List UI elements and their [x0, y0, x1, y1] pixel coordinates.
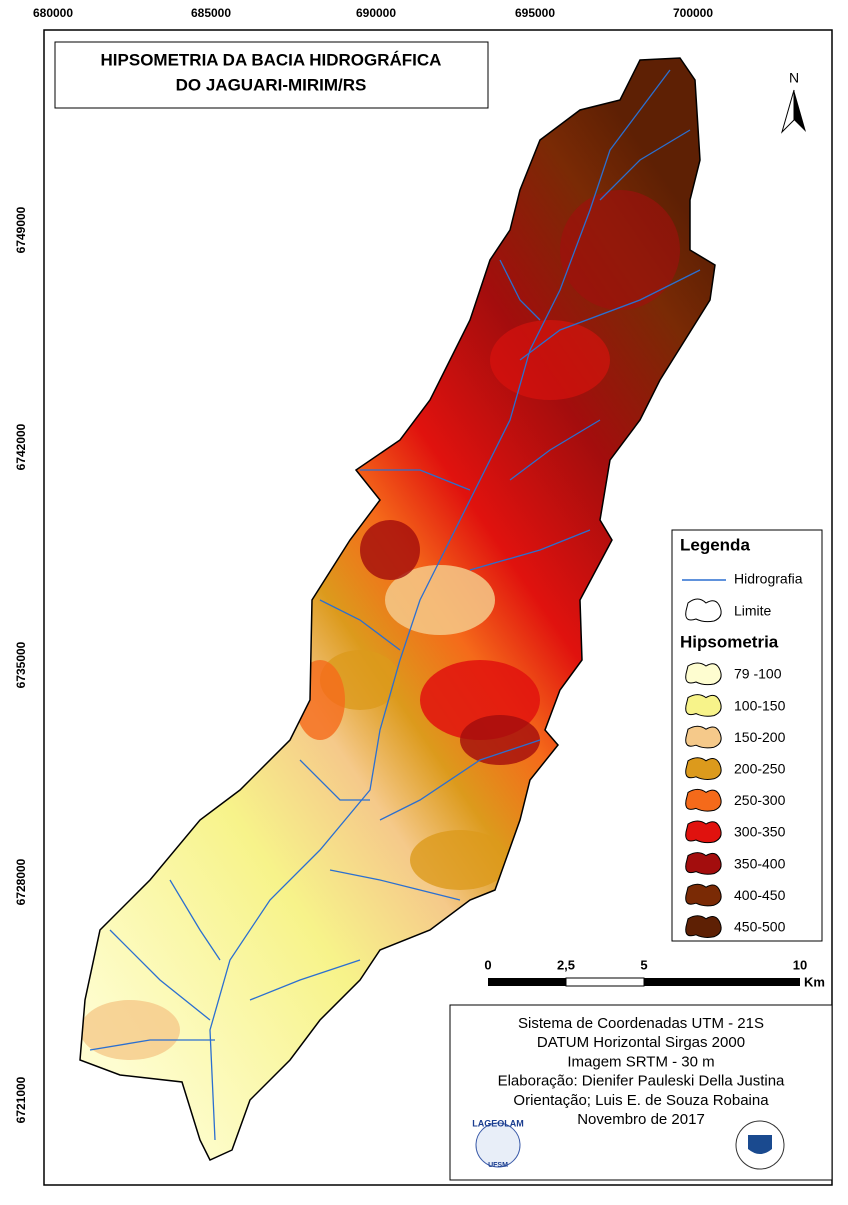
logo-text: UFSM	[488, 1162, 508, 1169]
legend-swatch	[685, 883, 722, 907]
credit-line: Novembro de 2017	[577, 1111, 705, 1128]
legend-label: 150-200	[734, 729, 786, 745]
y-coordinate: 6749000	[14, 206, 28, 253]
logo-left: LAGEOLAM UFSM	[472, 1118, 524, 1168]
legend-label: 350-400	[734, 855, 786, 871]
scale-unit: Km	[804, 974, 825, 989]
scale-label: 2,5	[557, 957, 575, 972]
legend-swatch	[685, 820, 722, 844]
map-frame	[43, 29, 833, 1186]
credit-line: Orientação; Luis E. de Souza Robaina	[513, 1092, 769, 1109]
legend-swatch	[685, 694, 722, 717]
legend-swatch	[685, 662, 722, 686]
hydrography	[89, 69, 701, 1141]
legend-swatch	[685, 757, 722, 780]
legend-label: 200-250	[734, 761, 786, 777]
x-coordinate: 690000	[356, 6, 396, 20]
credits: Sistema de Coordenadas UTM - 21S DATUM Ho…	[498, 1015, 785, 1128]
coordinates: 680000 685000 690000 695000 700000 6749000 674…	[14, 6, 713, 1123]
scale-bar: 0 2,5 5 10 Km	[484, 957, 825, 989]
legend-label: Hidrografia	[734, 571, 803, 587]
y-coordinate: 6735000	[14, 641, 28, 688]
title-box	[54, 41, 489, 109]
logo-right	[735, 1120, 785, 1170]
north-arrow: N	[780, 70, 806, 134]
scale-label: 10	[793, 957, 807, 972]
legend-classes: 79 -100 100-150 150-200 200-250 250-300 300-3…	[685, 662, 786, 938]
logo-text: LAGEOLAM	[472, 1118, 524, 1128]
north-label: N	[789, 70, 799, 86]
credit-line: Elaboração: Dienifer Pauleski Della Just…	[498, 1073, 785, 1090]
legend-label: 79 -100	[734, 666, 782, 682]
legend-label: Limite	[734, 603, 772, 619]
title: HIPSOMETRIA DA BACIA HIDROGRÁFICA	[101, 50, 442, 69]
legend-swatch	[685, 788, 722, 812]
title: DO JAGUARI-MIRIM/RS	[176, 75, 367, 94]
legend-boundary-swatch	[685, 598, 722, 623]
elevation-patches	[80, 190, 680, 1060]
legend-label: 300-350	[734, 824, 786, 840]
legend-label: 250-300	[734, 792, 786, 808]
credit-line: DATUM Horizontal Sirgas 2000	[537, 1034, 745, 1051]
scale-label: 0	[484, 957, 491, 972]
y-coordinate: 6721000	[14, 1076, 28, 1123]
legend-label: 450-500	[734, 919, 786, 935]
legend-subtitle: Hipsometria	[680, 632, 779, 651]
x-coordinate: 685000	[191, 6, 231, 20]
y-coordinate: 6728000	[14, 858, 28, 905]
legend-label: 100-150	[734, 697, 786, 713]
credit-line: Imagem SRTM - 30 m	[567, 1053, 714, 1070]
x-coordinate: 700000	[673, 6, 713, 20]
legend-label: 400-450	[734, 887, 786, 903]
y-coordinate: 6742000	[14, 423, 28, 470]
legend-swatch	[685, 915, 722, 938]
legend-title: Legenda	[680, 535, 750, 554]
legend-swatch	[685, 725, 722, 749]
credit-line: Sistema de Coordenadas UTM - 21S	[518, 1015, 764, 1032]
x-coordinate: 695000	[515, 6, 555, 20]
scale-label: 5	[640, 957, 647, 972]
x-coordinate: 680000	[33, 6, 73, 20]
basin	[79, 57, 716, 1161]
legend-swatch	[685, 852, 722, 875]
